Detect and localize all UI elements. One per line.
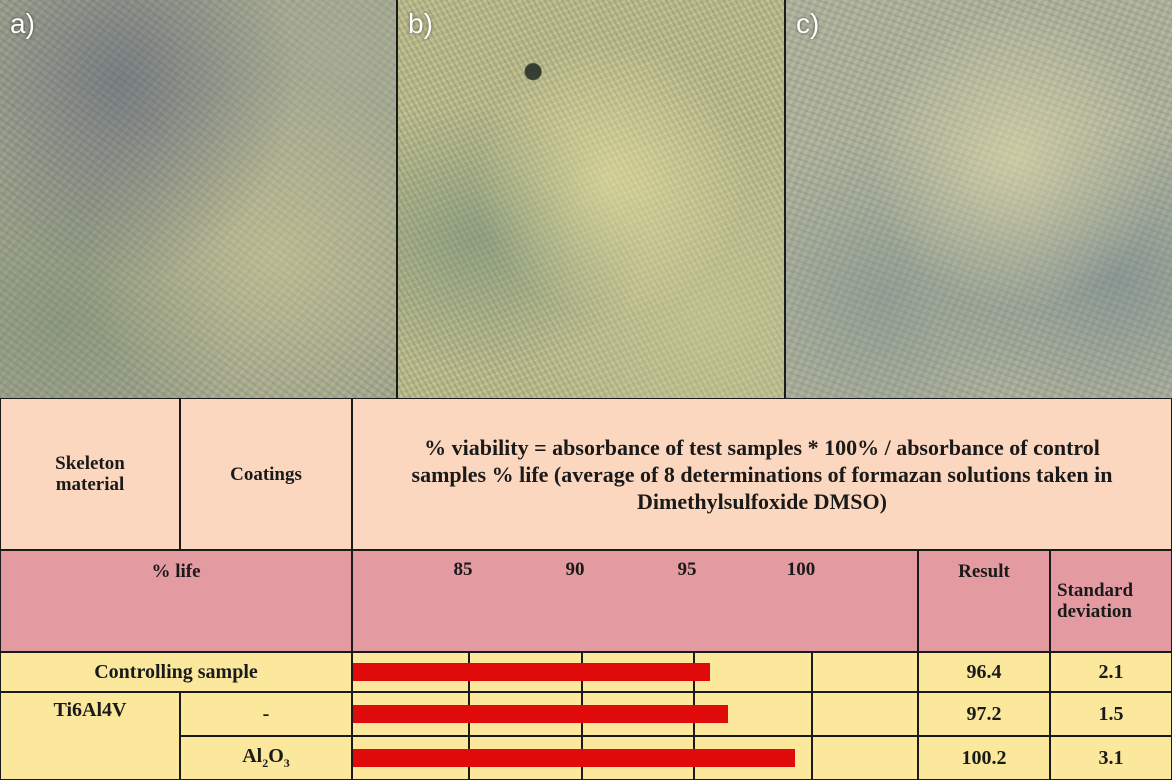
subheader-life: % life <box>0 550 352 652</box>
header-skeleton-material: Skeleton material <box>0 398 180 550</box>
skeleton-cell: Ti6Al4V <box>0 692 180 780</box>
subheader-result: Result <box>918 550 1050 652</box>
tick-label-100: 100 <box>786 559 816 580</box>
tick-label-90: 90 <box>565 559 585 580</box>
gridline <box>811 737 813 779</box>
micrograph-panels: a) b) c) <box>0 0 1172 398</box>
subheader-std: Standard deviation <box>1050 550 1172 652</box>
viability-table: Skeleton material Coatings % viability =… <box>0 398 1172 780</box>
std-value: 2.1 <box>1098 660 1124 683</box>
coating-cell: - <box>180 692 352 736</box>
micrograph-b: b) <box>398 0 786 398</box>
header-formula: % viability = absorbance of test samples… <box>352 398 1172 550</box>
gridline <box>811 653 813 691</box>
tick-label-85: 85 <box>453 559 473 580</box>
micrograph-a: a) <box>0 0 398 398</box>
std-value: 1.5 <box>1098 702 1124 725</box>
coating-cell: Al2O3 <box>180 736 352 780</box>
row-controlling-label: Controlling sample <box>0 652 352 692</box>
header-coatings-label: Coatings <box>230 463 302 485</box>
result-value: 100.2 <box>961 746 1007 769</box>
header-coatings: Coatings <box>180 398 352 550</box>
result-label: Result <box>958 561 1010 582</box>
panel-label-a: a) <box>10 8 35 39</box>
bar-row-al2o3 <box>352 736 918 780</box>
viability-bar <box>353 705 728 723</box>
bar-row-uncoated <box>352 692 918 736</box>
formula-text: % viability = absorbance of test samples… <box>411 434 1113 514</box>
std-label: Standard deviation <box>1057 580 1134 622</box>
gridline <box>811 693 813 735</box>
viability-bar <box>353 663 710 681</box>
result-cell: 96.4 <box>918 652 1050 692</box>
coating-formula: Al2O3 <box>242 745 290 770</box>
panel-label-b: b) <box>408 8 433 39</box>
micrograph-c: c) <box>786 0 1172 398</box>
panel-label-c: c) <box>796 8 820 39</box>
axis-header: 85 90 95 100 <box>352 550 918 652</box>
std-cell: 2.1 <box>1050 652 1172 692</box>
life-label: % life <box>151 561 201 582</box>
header-skeleton-label: Skeleton material <box>55 453 125 495</box>
skeleton-value: Ti6Al4V <box>53 699 127 721</box>
std-value: 3.1 <box>1098 746 1124 769</box>
viability-bar <box>353 749 795 767</box>
bar-row-controlling <box>352 652 918 692</box>
std-cell: 1.5 <box>1050 692 1172 736</box>
result-value: 97.2 <box>966 702 1002 725</box>
result-cell: 100.2 <box>918 736 1050 780</box>
coating-value: - <box>262 702 270 725</box>
result-value: 96.4 <box>966 660 1002 683</box>
result-cell: 97.2 <box>918 692 1050 736</box>
std-cell: 3.1 <box>1050 736 1172 780</box>
tick-label-95: 95 <box>677 559 697 580</box>
controlling-sample-label: Controlling sample <box>94 660 258 683</box>
